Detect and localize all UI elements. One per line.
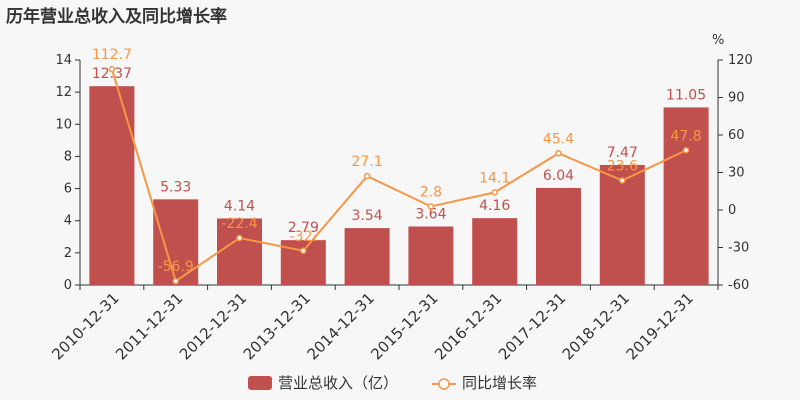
bar-value-label: 3.64 (415, 207, 446, 223)
growth-value-label: -56.9 (158, 259, 194, 275)
growth-point (108, 65, 116, 73)
bar-value-label: 12.37 (92, 66, 132, 82)
y-left-tick-label: 6 (64, 182, 72, 197)
bar (599, 164, 645, 285)
growth-point (555, 150, 562, 157)
x-tick-label: 2016-12-31 (431, 289, 505, 363)
bar-value-label: 4.16 (479, 198, 510, 214)
growth-line (110, 68, 687, 283)
growth-point (363, 172, 371, 180)
growth-value-label: 112.7 (92, 47, 132, 63)
growth-value-label: 2.8 (420, 185, 442, 201)
y-left-tick-label: 4 (64, 214, 72, 229)
bar-value-label: 3.54 (352, 208, 383, 224)
growth-point (172, 277, 179, 285)
growth-point (491, 189, 498, 196)
growth-value-label: 47.8 (671, 128, 702, 144)
growth-value-label: -32. (290, 229, 317, 245)
y-right-tick-label: 0 (728, 203, 736, 218)
growth-point (236, 234, 243, 242)
growth-value-label: -22.4 (221, 216, 257, 232)
bar (217, 218, 262, 285)
bar (408, 226, 454, 285)
y-right-tick-label: 60 (728, 128, 745, 143)
y-right-tick-label: 90 (728, 91, 745, 106)
x-tick-label: 2014-12-31 (304, 289, 378, 363)
y-right-tick-label: 120 (728, 53, 753, 68)
growth-value-label: 23.6 (607, 159, 638, 175)
legend-line-label: 同比增长率 (462, 374, 537, 392)
bar-value-label: 2.79 (288, 220, 319, 236)
y-right-tick-label: -30 (728, 241, 749, 256)
x-tick-label: 2013-12-31 (240, 289, 314, 363)
x-tick-label: 2010-12-31 (48, 289, 122, 363)
growth-value-label: 14.1 (479, 170, 510, 186)
bar (536, 187, 581, 285)
growth-point (427, 203, 435, 210)
growth-point (682, 147, 690, 154)
bar (472, 218, 518, 285)
x-tick-label: 2015-12-31 (367, 289, 441, 363)
y-right-unit-label: % (712, 33, 724, 48)
bar-value-label: 5.33 (160, 179, 191, 195)
y-left-tick-label: 12 (55, 85, 72, 100)
bar (344, 228, 390, 285)
growth-point (300, 247, 307, 254)
x-tick-label: 2018-12-31 (559, 289, 633, 363)
y-left-tick-label: 2 (64, 246, 72, 261)
bar (663, 107, 709, 286)
growth-value-label: 45.4 (543, 131, 574, 147)
x-tick-label: 2012-12-31 (176, 289, 250, 363)
y-right-tick-label: 30 (728, 166, 745, 181)
bar-value-label: 7.47 (607, 145, 638, 161)
growth-value-label: 27.1 (352, 154, 383, 170)
bar-value-label: 6.04 (543, 168, 574, 184)
legend-bar-label: 营业总收入（亿） (278, 374, 398, 392)
y-left-tick-label: 0 (64, 278, 72, 293)
bar-value-label: 11.05 (666, 87, 706, 103)
legend-line-marker (438, 378, 450, 390)
x-tick-label: 2017-12-31 (495, 289, 569, 363)
bar-value-label: 4.14 (224, 198, 255, 214)
x-tick-label: 2019-12-31 (623, 289, 697, 363)
y-left-tick-label: 14 (55, 53, 72, 68)
y-right-tick-label: -60 (728, 278, 749, 293)
chart-title: 历年营业总收入及同比增长率 (6, 7, 227, 27)
growth-point (619, 177, 626, 184)
y-left-tick-label: 10 (55, 117, 72, 132)
x-tick-label: 2011-12-31 (112, 289, 186, 363)
bar (89, 86, 135, 285)
y-left-tick-label: 8 (64, 149, 72, 164)
legend-bar-swatch (248, 376, 272, 390)
